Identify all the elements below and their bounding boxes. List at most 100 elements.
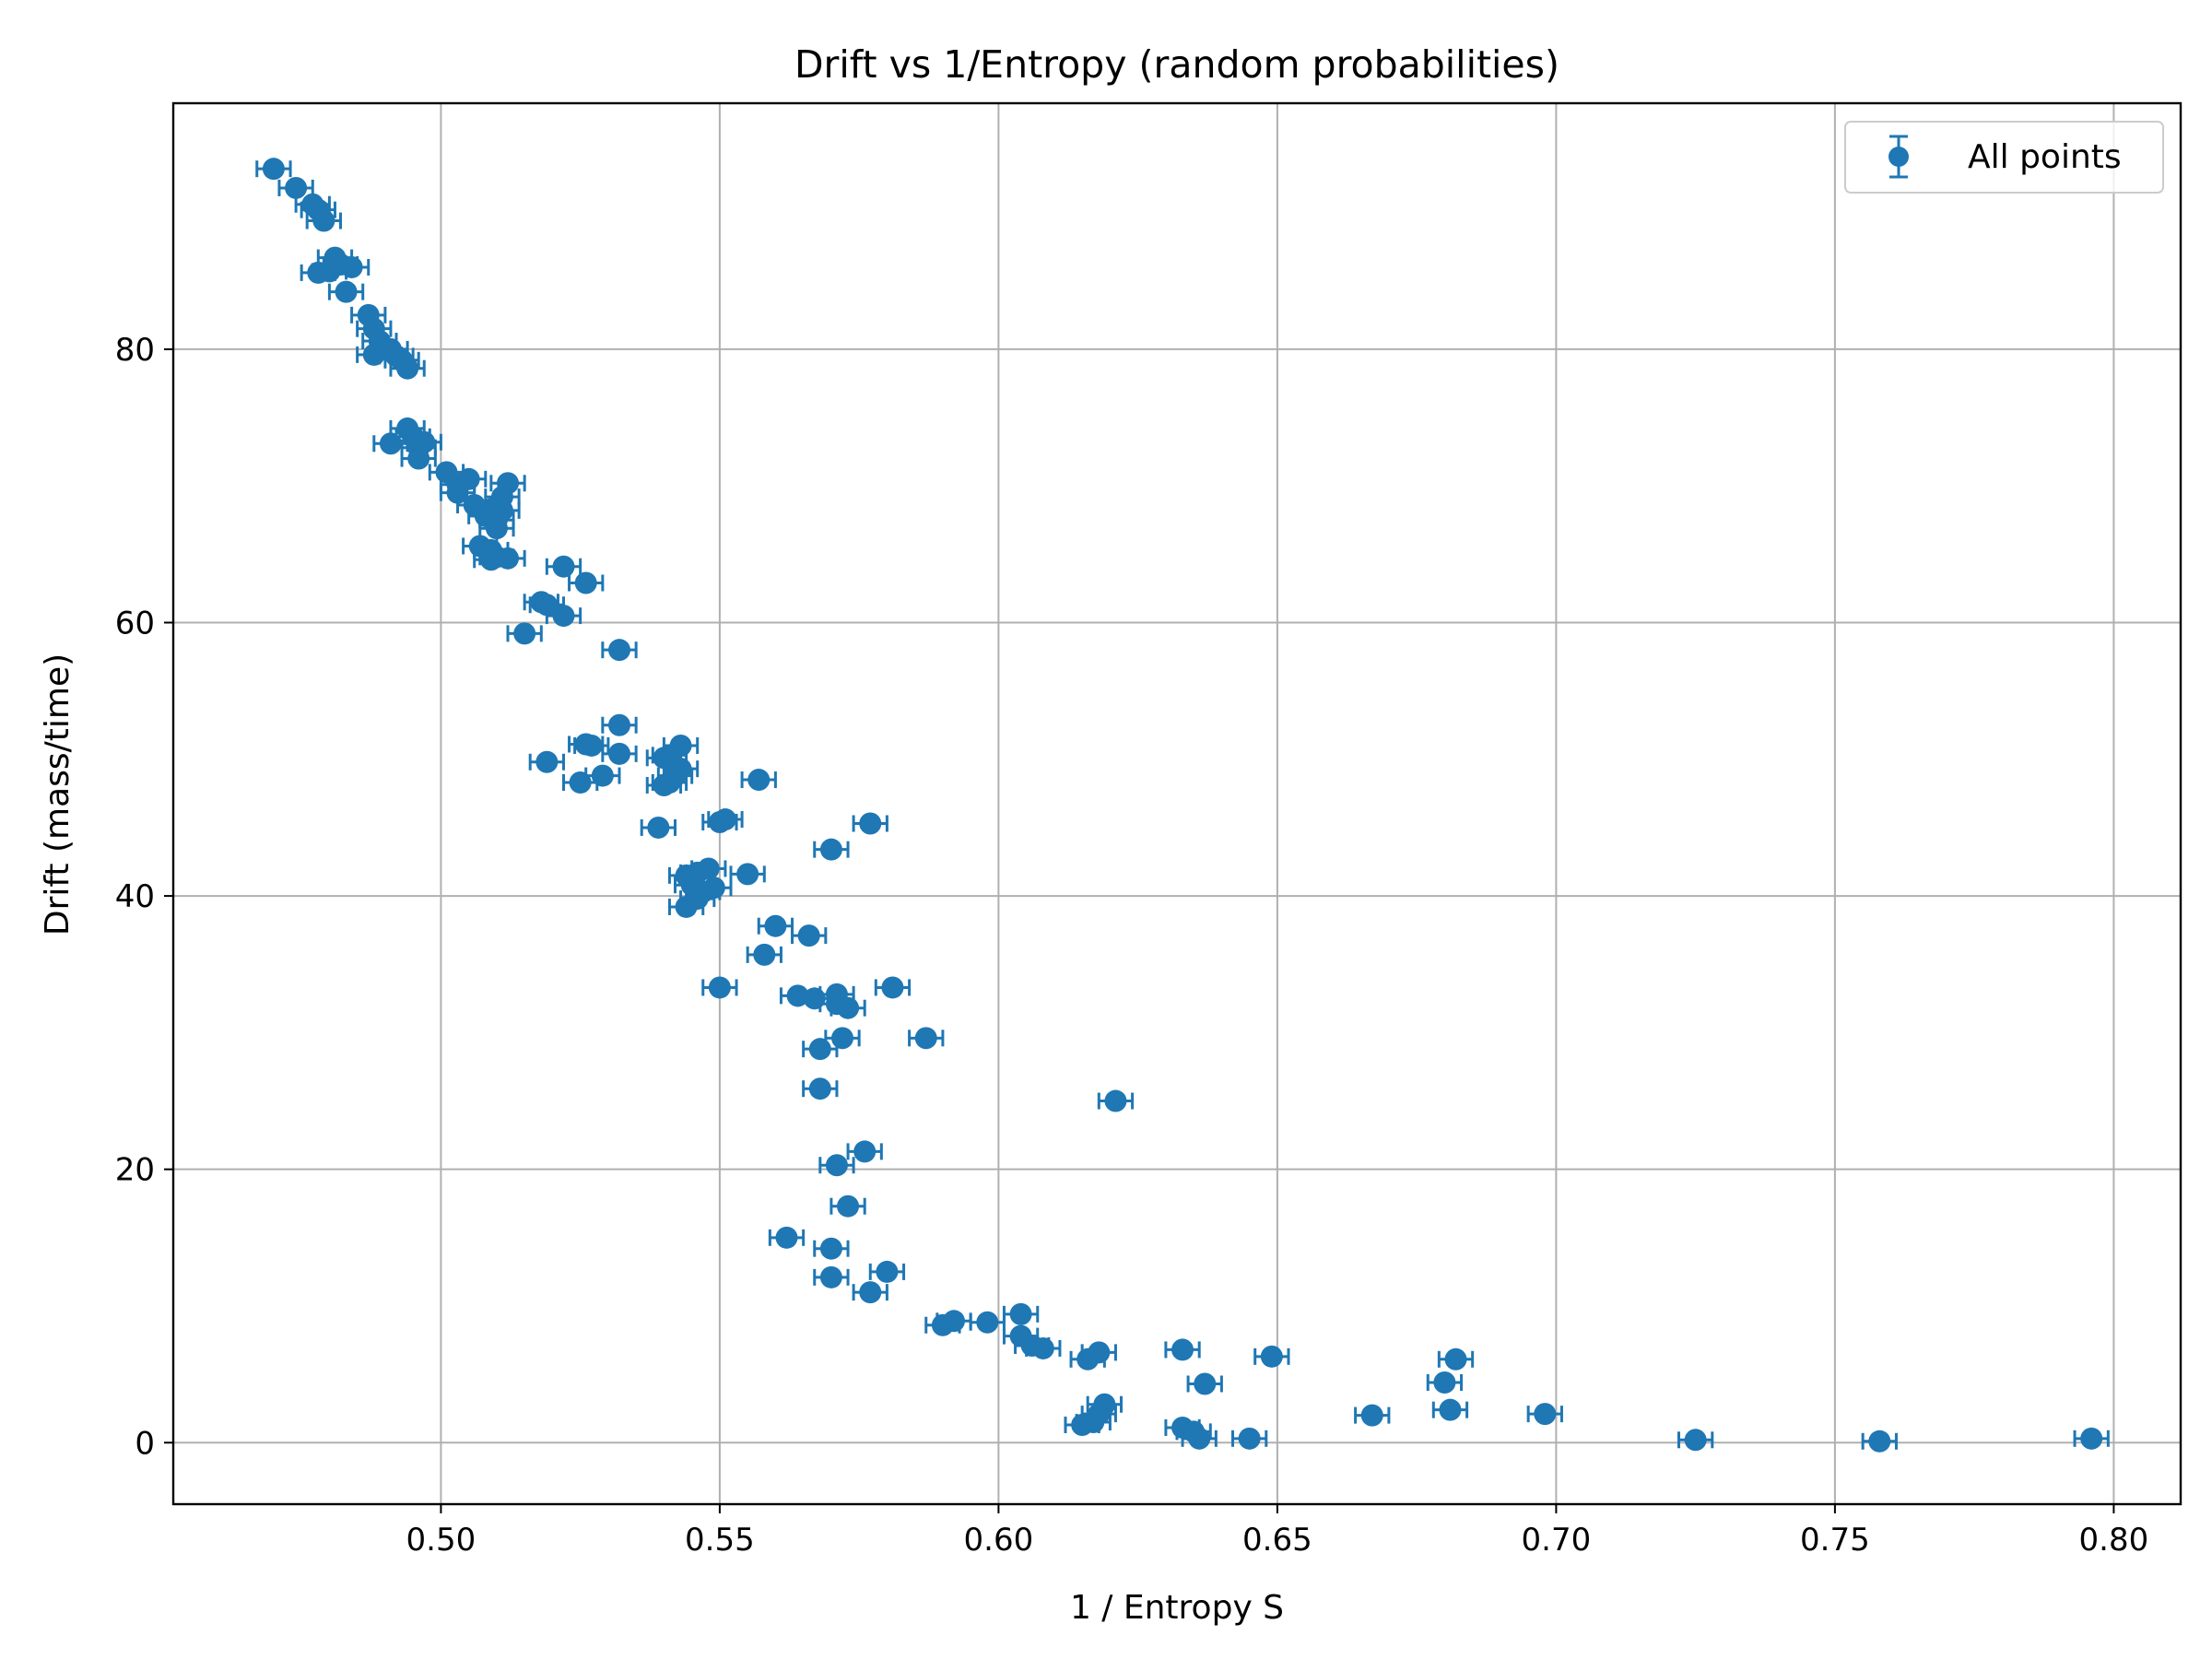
chart-title: Drift vs 1/Entropy (random probabilities… bbox=[794, 42, 1559, 87]
data-point bbox=[1526, 1403, 1563, 1426]
data-point bbox=[478, 517, 515, 540]
data-point bbox=[1097, 1089, 1135, 1112]
data-point bbox=[1354, 1404, 1391, 1427]
data-point bbox=[528, 750, 565, 773]
data-point bbox=[489, 547, 526, 570]
x-tick-label: 0.55 bbox=[685, 1522, 755, 1559]
data-point bbox=[1677, 1429, 1714, 1452]
data-point bbox=[489, 472, 526, 495]
point-marker bbox=[608, 639, 630, 662]
point-marker bbox=[736, 863, 759, 886]
data-point bbox=[2073, 1427, 2110, 1450]
point-marker bbox=[608, 713, 630, 736]
point-marker bbox=[647, 816, 670, 839]
point-marker bbox=[686, 888, 709, 911]
data-point bbox=[818, 1154, 855, 1177]
data-point bbox=[1025, 1336, 1062, 1359]
data-point bbox=[662, 734, 700, 757]
data-point bbox=[506, 622, 543, 645]
point-marker bbox=[535, 750, 559, 773]
data-point bbox=[601, 713, 638, 736]
point-marker bbox=[1088, 1341, 1111, 1364]
data-point bbox=[601, 639, 638, 662]
grid-lines bbox=[173, 103, 2181, 1504]
point-marker bbox=[797, 924, 820, 947]
point-marker bbox=[396, 357, 419, 380]
point-marker bbox=[1868, 1430, 1891, 1453]
point-marker bbox=[1360, 1404, 1383, 1427]
point-marker bbox=[446, 481, 469, 504]
point-marker bbox=[1534, 1403, 1557, 1426]
y-tick-label: 60 bbox=[115, 606, 155, 642]
point-marker bbox=[876, 1260, 899, 1283]
data-point bbox=[824, 1027, 861, 1050]
point-marker bbox=[1194, 1372, 1217, 1395]
data-point bbox=[1181, 1427, 1218, 1450]
data-point bbox=[830, 996, 866, 1019]
data-point bbox=[701, 976, 738, 999]
point-marker bbox=[1260, 1345, 1283, 1368]
point-marker bbox=[669, 758, 692, 781]
data-point bbox=[852, 1281, 888, 1304]
data-point bbox=[874, 976, 912, 999]
point-marker bbox=[702, 877, 725, 900]
point-marker bbox=[764, 914, 787, 937]
point-marker bbox=[1071, 1413, 1094, 1436]
point-marker bbox=[1444, 1347, 1467, 1371]
data-point bbox=[830, 1194, 866, 1218]
point-marker bbox=[1684, 1429, 1707, 1452]
data-point bbox=[1437, 1347, 1475, 1371]
data-point bbox=[255, 158, 292, 181]
data-point bbox=[813, 1265, 850, 1288]
legend-box bbox=[1844, 121, 2164, 194]
data-point bbox=[545, 555, 582, 578]
data-point bbox=[568, 571, 605, 594]
point-marker bbox=[1433, 1371, 1456, 1394]
data-point bbox=[1164, 1338, 1201, 1361]
point-marker bbox=[819, 838, 842, 861]
data-point bbox=[1431, 1398, 1469, 1421]
data-point bbox=[690, 857, 727, 880]
point-marker bbox=[552, 555, 575, 578]
point-marker bbox=[976, 1311, 999, 1334]
point-marker bbox=[312, 209, 335, 232]
data-point bbox=[746, 943, 782, 966]
data-point bbox=[333, 255, 371, 278]
point-marker bbox=[1238, 1427, 1261, 1450]
x-tick-label: 0.60 bbox=[964, 1522, 1034, 1559]
plot-frame bbox=[171, 101, 2183, 1506]
data-point bbox=[277, 176, 314, 199]
point-marker bbox=[775, 1226, 798, 1249]
data-point bbox=[852, 812, 888, 835]
data-point bbox=[1064, 1413, 1100, 1436]
point-marker bbox=[803, 987, 826, 1010]
data-point bbox=[707, 808, 744, 831]
data-point bbox=[1426, 1371, 1464, 1394]
point-marker bbox=[859, 1281, 882, 1304]
x-axis-label: 1 / Entropy S bbox=[1070, 1589, 1284, 1627]
data-point bbox=[791, 924, 828, 947]
point-marker bbox=[335, 280, 358, 303]
point-marker bbox=[747, 769, 771, 792]
point-marker bbox=[808, 1038, 831, 1061]
data-point bbox=[802, 1077, 839, 1100]
point-marker bbox=[497, 547, 519, 570]
point-marker bbox=[574, 571, 597, 594]
point-marker bbox=[340, 255, 363, 278]
point-marker bbox=[1104, 1089, 1127, 1112]
legend-label: All points bbox=[1968, 138, 2122, 176]
point-marker bbox=[697, 857, 720, 880]
point-marker bbox=[513, 622, 536, 645]
data-point bbox=[584, 764, 621, 787]
point-marker bbox=[580, 734, 603, 757]
data-point bbox=[400, 447, 437, 470]
x-tick-label: 0.65 bbox=[1242, 1522, 1312, 1559]
point-marker bbox=[837, 996, 860, 1019]
data-point bbox=[813, 1237, 850, 1260]
point-marker bbox=[859, 812, 882, 835]
point-marker bbox=[819, 1265, 842, 1288]
point-marker bbox=[1188, 1427, 1211, 1450]
point-marker bbox=[1171, 1338, 1194, 1361]
point-marker bbox=[591, 764, 614, 787]
